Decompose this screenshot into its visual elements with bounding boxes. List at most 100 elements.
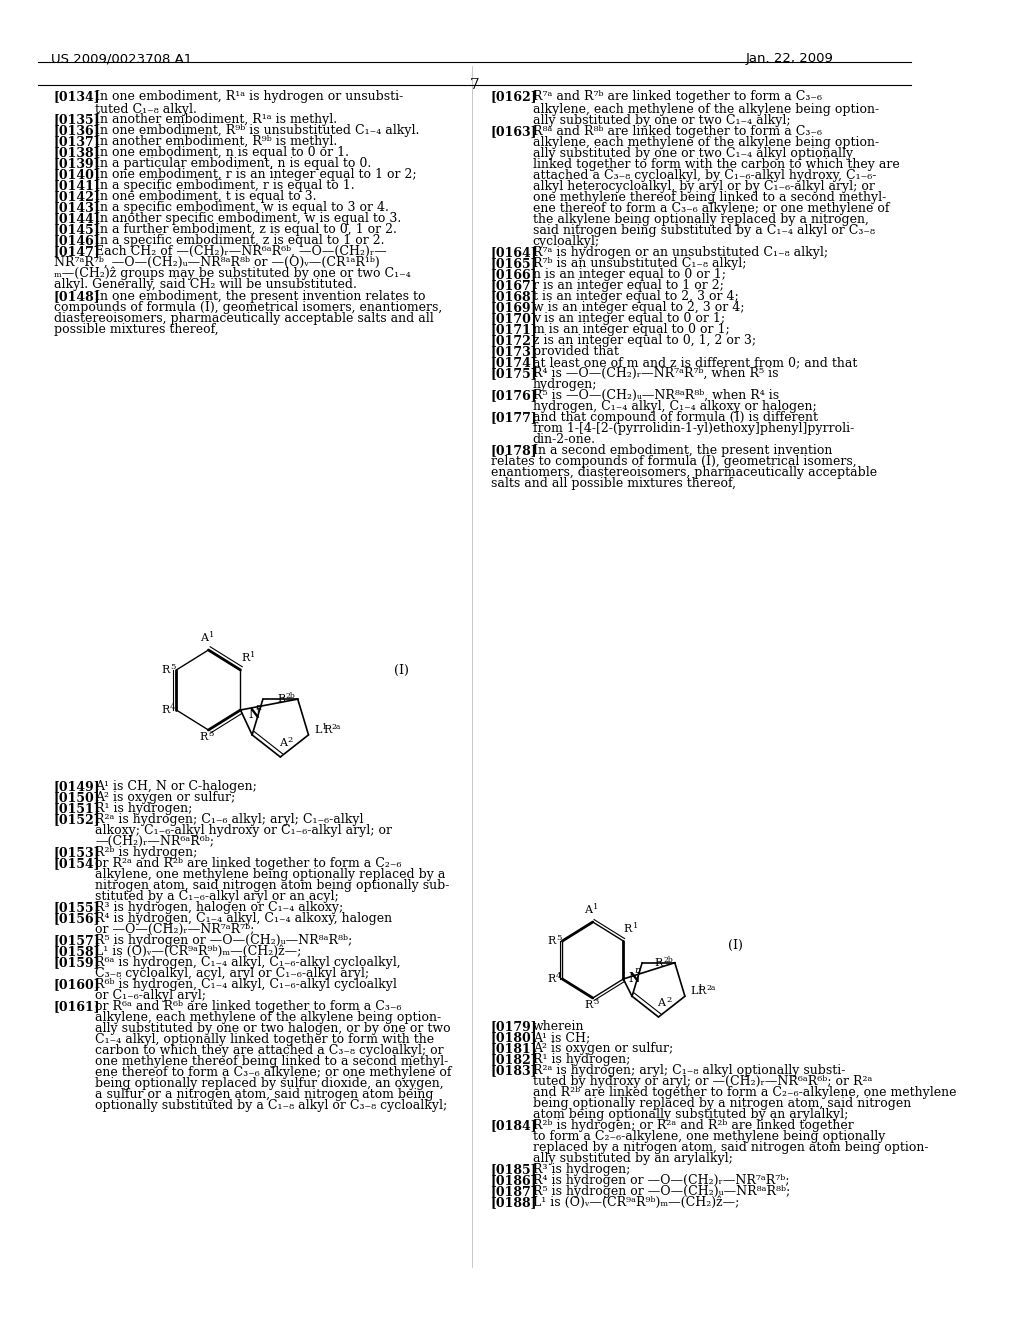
Text: or —O—(CH₂)ᵣ—NR⁷ᵃR⁷ᵇ;: or —O—(CH₂)ᵣ—NR⁷ᵃR⁷ᵇ;	[95, 923, 255, 936]
Text: R³ is hydrogen, halogen or C₁₋₄ alkoxy;: R³ is hydrogen, halogen or C₁₋₄ alkoxy;	[95, 902, 344, 913]
Text: R⁴ is hydrogen or —O—(CH₂)ᵣ—NR⁷ᵃR⁷ᵇ;: R⁴ is hydrogen or —O—(CH₂)ᵣ—NR⁷ᵃR⁷ᵇ;	[532, 1173, 790, 1187]
Text: [0158]: [0158]	[53, 945, 100, 958]
Text: 1: 1	[593, 903, 598, 911]
Text: [0169]: [0169]	[490, 301, 538, 314]
Text: (I): (I)	[393, 664, 409, 676]
Text: [0184]: [0184]	[490, 1119, 538, 1133]
Text: [0153]: [0153]	[53, 846, 100, 859]
Text: In one embodiment, the present invention relates to: In one embodiment, the present invention…	[95, 290, 426, 304]
Text: [0149]: [0149]	[53, 780, 100, 793]
Text: [0177]: [0177]	[490, 411, 538, 424]
Text: R⁸ᵃ and R⁸ᵇ are linked together to form a C₃₋₆: R⁸ᵃ and R⁸ᵇ are linked together to form …	[532, 125, 821, 139]
Text: being optionally replaced by a nitrogen atom, said nitrogen: being optionally replaced by a nitrogen …	[532, 1097, 910, 1110]
Text: In another embodiment, R⁹ᵇ is methyl.: In another embodiment, R⁹ᵇ is methyl.	[95, 135, 338, 148]
Text: [0135]: [0135]	[53, 114, 100, 125]
Text: R: R	[654, 958, 663, 968]
Text: cycloalkyl;: cycloalkyl;	[532, 235, 600, 248]
Text: hydrogen, C₁₋₄ alkyl, C₁₋₄ alkoxy or halogen;: hydrogen, C₁₋₄ alkyl, C₁₋₄ alkoxy or hal…	[532, 400, 816, 413]
Text: (I): (I)	[728, 939, 742, 952]
Text: R: R	[697, 986, 706, 997]
Text: [0146]: [0146]	[53, 234, 100, 247]
Text: R⁷ᵃ is hydrogen or an unsubstituted C₁₋₈ alkyl;: R⁷ᵃ is hydrogen or an unsubstituted C₁₋₈…	[532, 246, 827, 259]
Text: 5: 5	[170, 663, 175, 671]
Text: [0183]: [0183]	[490, 1064, 538, 1077]
Text: to form a C₂₋₆-alkylene, one methylene being optionally: to form a C₂₋₆-alkylene, one methylene b…	[532, 1130, 885, 1143]
Text: A: A	[200, 634, 208, 643]
Text: A: A	[280, 738, 287, 748]
Text: 1: 1	[633, 921, 638, 931]
Text: 2: 2	[666, 997, 672, 1005]
Text: n: n	[635, 966, 641, 975]
Text: L: L	[314, 725, 322, 735]
Text: [0171]: [0171]	[490, 323, 538, 337]
Text: In a specific embodiment, z is equal to 1 or 2.: In a specific embodiment, z is equal to …	[95, 234, 385, 247]
Text: [0180]: [0180]	[490, 1031, 538, 1044]
Text: R: R	[200, 733, 208, 742]
Text: [0159]: [0159]	[53, 956, 100, 969]
Text: In a particular embodiment, n is equal to 0.: In a particular embodiment, n is equal t…	[95, 157, 372, 170]
Text: diastereoisomers, pharmaceutically acceptable salts and all: diastereoisomers, pharmaceutically accep…	[53, 312, 433, 325]
Text: In one embodiment, r is an integer equal to 1 or 2;: In one embodiment, r is an integer equal…	[95, 168, 417, 181]
Text: A¹ is CH, N or C-halogen;: A¹ is CH, N or C-halogen;	[95, 780, 257, 793]
Text: R⁷ᵇ is an unsubstituted C₁₋₈ alkyl;: R⁷ᵇ is an unsubstituted C₁₋₈ alkyl;	[532, 257, 746, 271]
Text: R: R	[323, 725, 331, 735]
Text: L¹ is (O)ᵥ—(CR⁹ᵃR⁹ᵇ)ₘ—(CH₂)ẑ—;: L¹ is (O)ᵥ—(CR⁹ᵃR⁹ᵇ)ₘ—(CH₂)ẑ—;	[95, 945, 302, 958]
Text: [0164]: [0164]	[490, 246, 538, 259]
Text: stituted by a C₁₋₆-alkyl aryl or an acyl;: stituted by a C₁₋₆-alkyl aryl or an acyl…	[95, 890, 339, 903]
Text: [0165]: [0165]	[490, 257, 538, 271]
Text: 7: 7	[469, 78, 479, 92]
Text: R²ᵃ is hydrogen; aryl; C₁₋₈ alkyl optionally substi-: R²ᵃ is hydrogen; aryl; C₁₋₈ alkyl option…	[532, 1064, 845, 1077]
Text: In a further embodiment, z is equal to 0, 1 or 2.: In a further embodiment, z is equal to 0…	[95, 223, 397, 236]
Text: L¹ is (O)ᵥ—(CR⁹ᵃR⁹ᵇ)ₘ—(CH₂)ẑ—;: L¹ is (O)ᵥ—(CR⁹ᵃR⁹ᵇ)ₘ—(CH₂)ẑ—;	[532, 1196, 739, 1209]
Text: R⁶ᵇ is hydrogen, C₁₋₄ alkyl, C₁₋₆-alkyl cycloalkyl: R⁶ᵇ is hydrogen, C₁₋₄ alkyl, C₁₋₆-alkyl …	[95, 978, 397, 991]
Text: R: R	[547, 974, 555, 983]
Text: z is an integer equal to 0, 1, 2 or 3;: z is an integer equal to 0, 1, 2 or 3;	[532, 334, 756, 347]
Text: [0152]: [0152]	[53, 813, 100, 826]
Text: r is an integer equal to 1 or 2;: r is an integer equal to 1 or 2;	[532, 279, 724, 292]
Text: said nitrogen being substituted by a C₁₋₄ alkyl or C₃₋₈: said nitrogen being substituted by a C₁₋…	[532, 224, 874, 238]
Text: tuted by hydroxy or aryl; or —(CH₂)ᵣ—NR⁶ᵃR⁶ᵇ; or R²ᵃ: tuted by hydroxy or aryl; or —(CH₂)ᵣ—NR⁶…	[532, 1074, 872, 1088]
Text: n is an integer equal to 0 or 1;: n is an integer equal to 0 or 1;	[532, 268, 726, 281]
Text: R¹ is hydrogen;: R¹ is hydrogen;	[532, 1053, 630, 1067]
Text: alkoxy; C₁₋₆-alkyl hydroxy or C₁₋₆-alkyl aryl; or: alkoxy; C₁₋₆-alkyl hydroxy or C₁₋₆-alkyl…	[95, 824, 392, 837]
Text: [0154]: [0154]	[53, 857, 100, 870]
Text: In one embodiment, n is equal to 0 or 1.: In one embodiment, n is equal to 0 or 1.	[95, 147, 349, 158]
Text: R: R	[624, 924, 632, 935]
Text: linked together to form with the carbon to which they are: linked together to form with the carbon …	[532, 158, 899, 172]
Text: In one embodiment, t is equal to 3.: In one embodiment, t is equal to 3.	[95, 190, 316, 203]
Text: R: R	[241, 653, 249, 663]
Text: ally substituted by an arylalkyl;: ally substituted by an arylalkyl;	[532, 1152, 732, 1166]
Text: alkyl heterocycloalkyl, by aryl or by C₁₋₆-alkyl aryl; or: alkyl heterocycloalkyl, by aryl or by C₁…	[532, 180, 874, 193]
Text: [0174]: [0174]	[490, 356, 538, 370]
Text: N: N	[629, 973, 640, 986]
Text: [0178]: [0178]	[490, 444, 538, 457]
Text: In another embodiment, R¹ᵃ is methyl.: In another embodiment, R¹ᵃ is methyl.	[95, 114, 338, 125]
Text: [0160]: [0160]	[53, 978, 100, 991]
Text: [0140]: [0140]	[53, 168, 100, 181]
Text: [0173]: [0173]	[490, 345, 538, 358]
Text: compounds of formula (I), geometrical isomers, enantiomers,: compounds of formula (I), geometrical is…	[53, 301, 442, 314]
Text: [0181]: [0181]	[490, 1041, 538, 1055]
Text: [0139]: [0139]	[53, 157, 100, 170]
Text: A² is oxygen or sulfur;: A² is oxygen or sulfur;	[532, 1041, 673, 1055]
Text: R³ is hydrogen;: R³ is hydrogen;	[532, 1163, 630, 1176]
Text: provided that: provided that	[532, 345, 618, 358]
Text: A¹ is CH;: A¹ is CH;	[532, 1031, 590, 1044]
Text: v is an integer equal to 0 or 1;: v is an integer equal to 0 or 1;	[532, 312, 725, 325]
Text: R⁶ᵃ is hydrogen, C₁₋₄ alkyl, C₁₋₆-alkyl cycloalkyl,: R⁶ᵃ is hydrogen, C₁₋₄ alkyl, C₁₋₆-alkyl …	[95, 956, 401, 969]
Text: and R²ᵇ are linked together to form a C₂₋₆-alkylene, one methylene: and R²ᵇ are linked together to form a C₂…	[532, 1086, 956, 1100]
Text: [0163]: [0163]	[490, 125, 538, 139]
Text: [0185]: [0185]	[490, 1163, 538, 1176]
Text: 1: 1	[250, 651, 255, 659]
Text: R²ᵇ is hydrogen;: R²ᵇ is hydrogen;	[95, 846, 198, 859]
Text: 3: 3	[593, 998, 598, 1006]
Text: [0182]: [0182]	[490, 1053, 538, 1067]
Text: atom being optionally substituted by an arylalkyl;: atom being optionally substituted by an …	[532, 1107, 848, 1121]
Text: 1: 1	[698, 985, 703, 993]
Text: R²ᵇ is hydrogen; or R²ᵃ and R²ᵇ are linked together: R²ᵇ is hydrogen; or R²ᵃ and R²ᵇ are link…	[532, 1119, 853, 1133]
Text: a sulfur or a nitrogen atom, said nitrogen atom being: a sulfur or a nitrogen atom, said nitrog…	[95, 1088, 434, 1101]
Text: 2b: 2b	[664, 956, 673, 964]
Text: ₘ—(CH₂)ẑ groups may be substituted by one or two C₁₋₄: ₘ—(CH₂)ẑ groups may be substituted by on…	[53, 267, 411, 281]
Text: [0150]: [0150]	[53, 791, 100, 804]
Text: In a specific embodiment, w is equal to 3 or 4.: In a specific embodiment, w is equal to …	[95, 201, 389, 214]
